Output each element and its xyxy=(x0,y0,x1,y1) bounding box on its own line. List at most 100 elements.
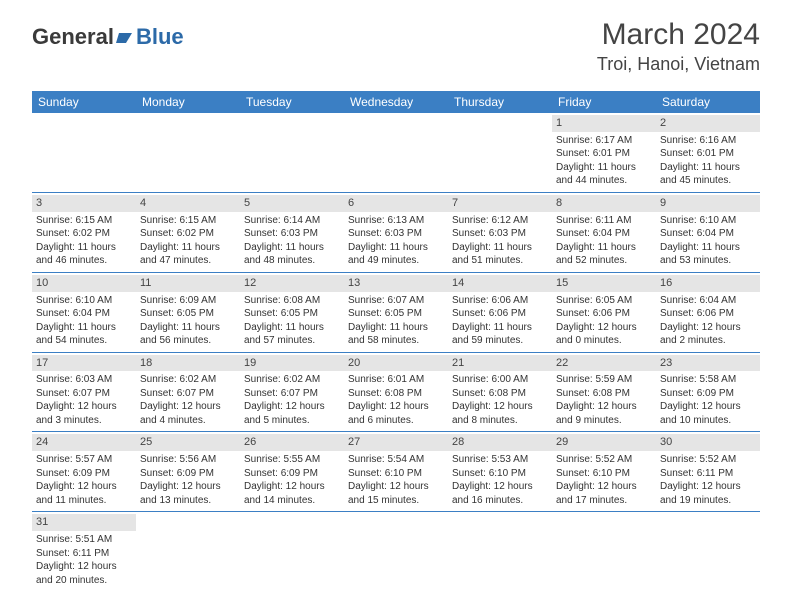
day-header-cell: Thursday xyxy=(448,91,552,113)
day-info-line: Sunset: 6:05 PM xyxy=(348,307,444,321)
day-info-line: and 58 minutes. xyxy=(348,334,444,348)
location: Troi, Hanoi, Vietnam xyxy=(597,54,760,75)
day-info-line: Sunrise: 6:10 AM xyxy=(660,214,756,228)
day-info-line: Sunrise: 5:58 AM xyxy=(660,373,756,387)
day-cell: 13Sunrise: 6:07 AMSunset: 6:05 PMDayligh… xyxy=(344,273,448,352)
day-info-line: and 3 minutes. xyxy=(36,414,132,428)
day-header-row: SundayMondayTuesdayWednesdayThursdayFrid… xyxy=(32,91,760,113)
day-number: 25 xyxy=(136,434,240,451)
day-info-line: and 54 minutes. xyxy=(36,334,132,348)
day-cell xyxy=(344,113,448,192)
day-number: 2 xyxy=(656,115,760,132)
day-info-line: and 11 minutes. xyxy=(36,494,132,508)
day-info-line: and 20 minutes. xyxy=(36,574,132,588)
day-info-line: Sunset: 6:08 PM xyxy=(348,387,444,401)
day-info-line: Sunrise: 6:13 AM xyxy=(348,214,444,228)
day-info-line: Sunset: 6:09 PM xyxy=(244,467,340,481)
day-info-line: and 2 minutes. xyxy=(660,334,756,348)
day-info-line: and 49 minutes. xyxy=(348,254,444,268)
day-number: 24 xyxy=(32,434,136,451)
day-info-line: Sunset: 6:06 PM xyxy=(452,307,548,321)
day-info-line: Sunset: 6:09 PM xyxy=(36,467,132,481)
day-info-line: Daylight: 12 hours xyxy=(556,321,652,335)
day-info-line: Daylight: 12 hours xyxy=(36,560,132,574)
day-info-line: Daylight: 11 hours xyxy=(660,161,756,175)
day-cell: 20Sunrise: 6:01 AMSunset: 6:08 PMDayligh… xyxy=(344,353,448,432)
day-cell xyxy=(136,512,240,591)
day-number: 19 xyxy=(240,355,344,372)
day-info-line: Daylight: 12 hours xyxy=(348,480,444,494)
day-number: 13 xyxy=(344,275,448,292)
day-number: 20 xyxy=(344,355,448,372)
week-row: 3Sunrise: 6:15 AMSunset: 6:02 PMDaylight… xyxy=(32,193,760,273)
day-info-line: and 8 minutes. xyxy=(452,414,548,428)
day-info-line: and 4 minutes. xyxy=(140,414,236,428)
day-info-line: Daylight: 12 hours xyxy=(244,480,340,494)
day-info-line: Sunrise: 6:02 AM xyxy=(140,373,236,387)
day-cell xyxy=(136,113,240,192)
day-number: 27 xyxy=(344,434,448,451)
day-info-line: Daylight: 12 hours xyxy=(660,400,756,414)
day-info-line: Daylight: 11 hours xyxy=(452,321,548,335)
day-cell: 14Sunrise: 6:06 AMSunset: 6:06 PMDayligh… xyxy=(448,273,552,352)
day-cell xyxy=(240,113,344,192)
day-info-line: Sunset: 6:07 PM xyxy=(36,387,132,401)
day-info-line: and 5 minutes. xyxy=(244,414,340,428)
day-info-line: Daylight: 11 hours xyxy=(36,321,132,335)
day-cell: 11Sunrise: 6:09 AMSunset: 6:05 PMDayligh… xyxy=(136,273,240,352)
day-cell: 22Sunrise: 5:59 AMSunset: 6:08 PMDayligh… xyxy=(552,353,656,432)
day-info-line: Daylight: 11 hours xyxy=(244,321,340,335)
logo-text-blue: Blue xyxy=(136,24,184,50)
day-info-line: Sunrise: 6:04 AM xyxy=(660,294,756,308)
day-cell: 27Sunrise: 5:54 AMSunset: 6:10 PMDayligh… xyxy=(344,432,448,511)
day-info-line: Sunset: 6:03 PM xyxy=(452,227,548,241)
day-info-line: Sunrise: 6:14 AM xyxy=(244,214,340,228)
day-info-line: Daylight: 12 hours xyxy=(36,480,132,494)
day-cell xyxy=(448,512,552,591)
logo-text-general: General xyxy=(32,24,114,50)
day-info-line: and 56 minutes. xyxy=(140,334,236,348)
day-cell: 17Sunrise: 6:03 AMSunset: 6:07 PMDayligh… xyxy=(32,353,136,432)
day-cell: 16Sunrise: 6:04 AMSunset: 6:06 PMDayligh… xyxy=(656,273,760,352)
day-cell: 9Sunrise: 6:10 AMSunset: 6:04 PMDaylight… xyxy=(656,193,760,272)
day-info-line: and 10 minutes. xyxy=(660,414,756,428)
day-info-line: Sunrise: 5:57 AM xyxy=(36,453,132,467)
day-info-line: Daylight: 11 hours xyxy=(36,241,132,255)
day-info-line: and 51 minutes. xyxy=(452,254,548,268)
day-number: 26 xyxy=(240,434,344,451)
header: General Blue March 2024 Troi, Hanoi, Vie… xyxy=(0,0,792,85)
day-info-line: Daylight: 11 hours xyxy=(140,241,236,255)
day-number: 23 xyxy=(656,355,760,372)
day-number: 7 xyxy=(448,195,552,212)
day-info-line: Sunset: 6:08 PM xyxy=(556,387,652,401)
day-info-line: and 52 minutes. xyxy=(556,254,652,268)
day-number: 15 xyxy=(552,275,656,292)
day-info-line: Sunset: 6:05 PM xyxy=(244,307,340,321)
day-cell: 7Sunrise: 6:12 AMSunset: 6:03 PMDaylight… xyxy=(448,193,552,272)
day-info-line: Sunset: 6:09 PM xyxy=(140,467,236,481)
day-info-line: Daylight: 12 hours xyxy=(348,400,444,414)
day-info-line: Sunset: 6:03 PM xyxy=(348,227,444,241)
day-info-line: Daylight: 12 hours xyxy=(36,400,132,414)
day-info-line: Daylight: 11 hours xyxy=(348,241,444,255)
month-title: March 2024 xyxy=(597,18,760,52)
day-cell xyxy=(448,113,552,192)
day-cell: 23Sunrise: 5:58 AMSunset: 6:09 PMDayligh… xyxy=(656,353,760,432)
day-info-line: and 0 minutes. xyxy=(556,334,652,348)
day-info-line: Daylight: 12 hours xyxy=(452,400,548,414)
day-cell: 30Sunrise: 5:52 AMSunset: 6:11 PMDayligh… xyxy=(656,432,760,511)
day-info-line: Daylight: 11 hours xyxy=(244,241,340,255)
day-number: 18 xyxy=(136,355,240,372)
day-info-line: Sunset: 6:11 PM xyxy=(36,547,132,561)
day-number: 29 xyxy=(552,434,656,451)
day-info-line: and 59 minutes. xyxy=(452,334,548,348)
day-header-cell: Friday xyxy=(552,91,656,113)
day-info-line: Sunset: 6:04 PM xyxy=(660,227,756,241)
day-info-line: Sunrise: 5:59 AM xyxy=(556,373,652,387)
day-cell: 1Sunrise: 6:17 AMSunset: 6:01 PMDaylight… xyxy=(552,113,656,192)
calendar: SundayMondayTuesdayWednesdayThursdayFrid… xyxy=(32,91,760,591)
day-number: 16 xyxy=(656,275,760,292)
day-info-line: Daylight: 12 hours xyxy=(140,480,236,494)
day-number: 22 xyxy=(552,355,656,372)
day-info-line: Sunrise: 6:15 AM xyxy=(36,214,132,228)
